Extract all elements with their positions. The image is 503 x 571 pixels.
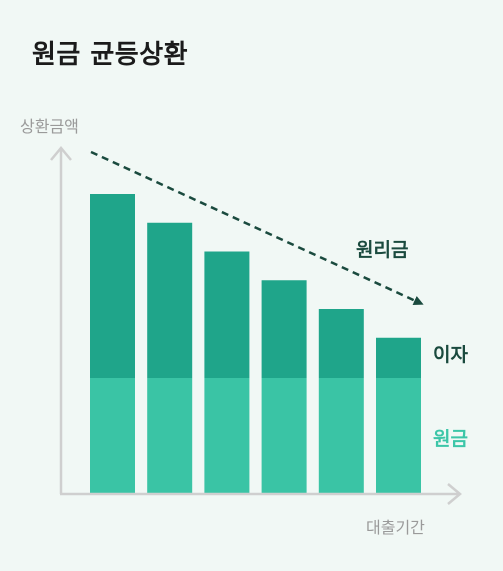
bar-principal-3: [204, 378, 250, 493]
bar-interest-1: [90, 194, 135, 378]
series-label-interest: 이자: [433, 344, 468, 366]
y-axis-label: 상환금액: [20, 117, 79, 136]
bar-principal-1: [90, 378, 135, 493]
trend-line: [90, 150, 424, 306]
series-label-principal: 원금: [433, 428, 468, 450]
bar-principal-5: [318, 378, 364, 493]
y-axis-arrow: [50, 146, 72, 161]
x-axis-label: 대출기간: [366, 518, 425, 537]
trend-label: 원리금: [356, 239, 409, 261]
bar-principal-4: [261, 378, 307, 493]
x-axis-arrow: [447, 483, 462, 505]
chart-title: 원금 균등상환: [32, 40, 189, 70]
bar-interest-5: [318, 309, 364, 378]
bar-interest-3: [204, 251, 250, 378]
bar-interest-2: [147, 222, 193, 378]
bar-principal-2: [147, 378, 193, 493]
bar-interest-4: [261, 280, 307, 378]
bar-interest-6: [376, 337, 421, 378]
bar-principal-6: [376, 378, 421, 493]
